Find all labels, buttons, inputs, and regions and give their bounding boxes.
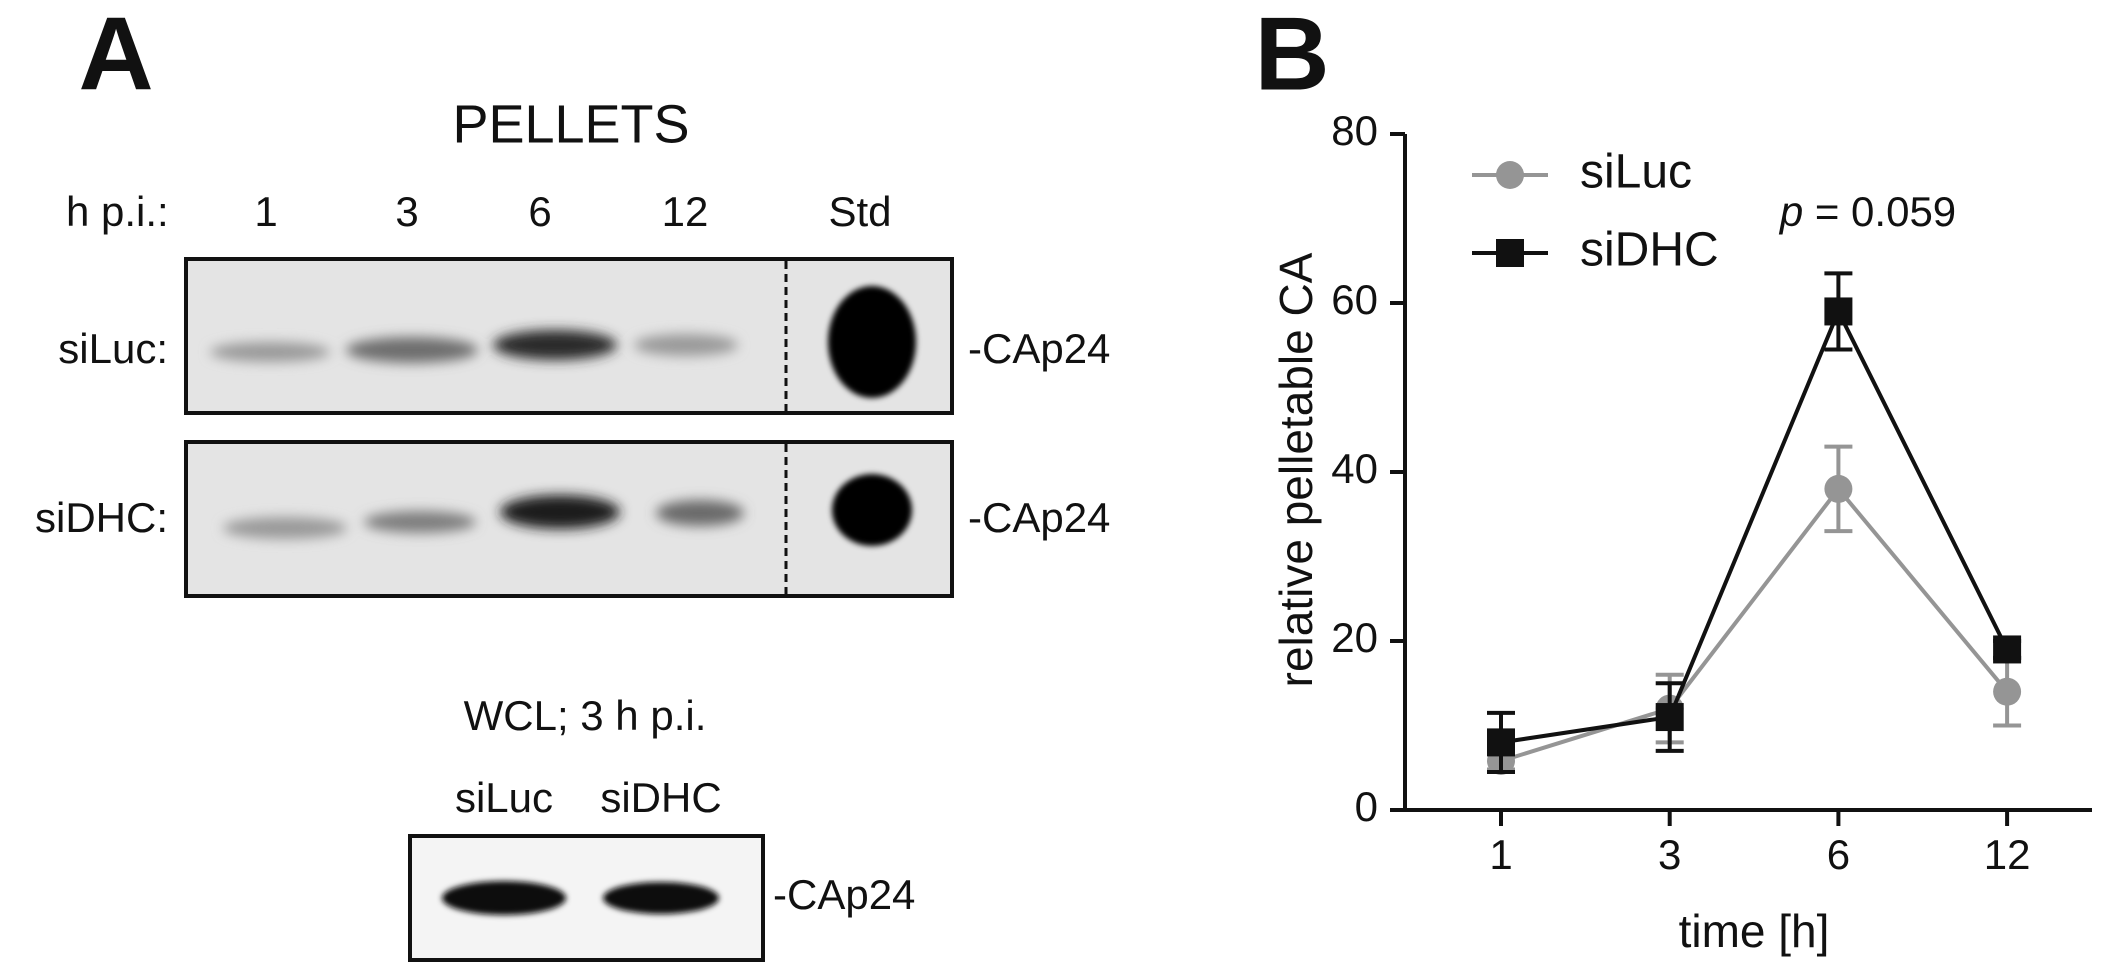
legend-label: siLuc bbox=[1580, 146, 1692, 199]
lane-label: siLuc bbox=[455, 774, 553, 821]
lane-label: 6 bbox=[528, 188, 551, 235]
marker bbox=[1993, 677, 2022, 706]
blot bbox=[184, 440, 954, 598]
row-label: siDHC: bbox=[35, 494, 168, 541]
legend-marker bbox=[1496, 239, 1524, 267]
row-label: siLuc: bbox=[58, 325, 168, 372]
y-tick-label: 0 bbox=[1355, 783, 1378, 830]
band-label: -CAp24 bbox=[968, 494, 1110, 541]
blot-title: PELLETS bbox=[452, 94, 689, 154]
lane-header: h p.i.: bbox=[66, 188, 169, 235]
series-line bbox=[1500, 306, 2009, 745]
series-line bbox=[1500, 485, 2009, 763]
x-tick-label: 1 bbox=[1489, 831, 1512, 878]
lane-label: 3 bbox=[395, 188, 418, 235]
y-axis-label: relative pelletable CA bbox=[1270, 252, 1322, 687]
marker bbox=[1824, 474, 1853, 503]
y-tick-label: 40 bbox=[1331, 445, 1378, 492]
band-label: -CAp24 bbox=[773, 871, 915, 918]
blot bbox=[408, 834, 765, 962]
wcl-title: WCL; 3 h p.i. bbox=[464, 692, 707, 739]
blot bbox=[184, 257, 954, 415]
annotation: p = 0.059 bbox=[1778, 188, 1956, 235]
x-axis-label: time [h] bbox=[1679, 905, 1830, 957]
y-tick-label: 80 bbox=[1331, 107, 1378, 154]
x-tick-label: 12 bbox=[1984, 831, 2031, 878]
lane-label: 12 bbox=[662, 188, 709, 235]
y-tick-label: 60 bbox=[1331, 276, 1378, 323]
lane-label: Std bbox=[828, 188, 891, 235]
lane-label: siDHC bbox=[600, 774, 721, 821]
marker bbox=[1655, 703, 1684, 732]
marker bbox=[1487, 728, 1515, 757]
panel-letter: B bbox=[1254, 0, 1329, 112]
lane-label: 1 bbox=[254, 188, 277, 235]
marker bbox=[1993, 635, 2022, 664]
legend-marker bbox=[1496, 161, 1524, 189]
x-tick-label: 6 bbox=[1827, 831, 1850, 878]
annotation-text: = 0.059 bbox=[1815, 188, 1956, 235]
band-label: -CAp24 bbox=[968, 325, 1110, 372]
x-tick-label: 3 bbox=[1658, 831, 1681, 878]
y-tick-label: 20 bbox=[1331, 614, 1378, 661]
legend-label: siDHC bbox=[1580, 224, 1719, 277]
annotation-italic: p bbox=[1778, 188, 1803, 235]
marker bbox=[1824, 297, 1853, 326]
panel-letter: A bbox=[78, 0, 153, 112]
